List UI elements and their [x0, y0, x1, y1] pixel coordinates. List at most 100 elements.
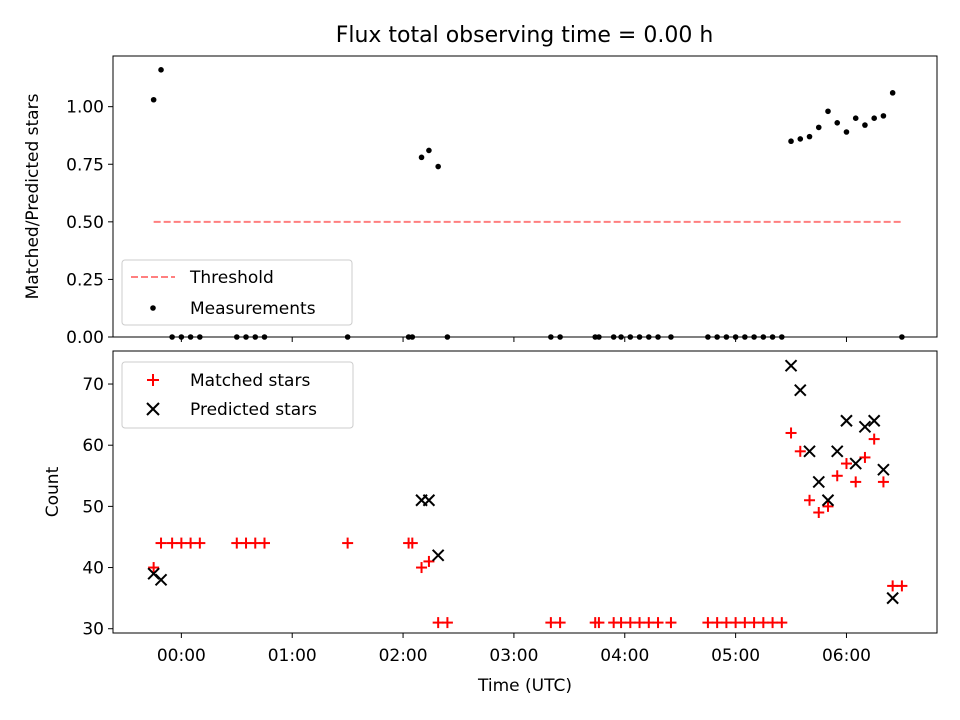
figure-title: Flux total observing time = 0.00 h	[336, 23, 714, 48]
ratio-legend-box	[121, 259, 353, 326]
matched-star-point	[831, 470, 843, 482]
predicted-star-point	[867, 414, 881, 427]
matched-star-point	[194, 537, 206, 549]
count-y-tick-label: 50	[82, 497, 104, 517]
measurement-point	[815, 124, 822, 131]
matched-star-point	[868, 433, 880, 445]
predicted-stars-legend-swatch	[146, 402, 160, 416]
measurement-point	[880, 113, 887, 119]
matched-star-point	[432, 617, 444, 629]
count-y-axis: 30 40 50 60 70	[82, 375, 113, 640]
measurement-point	[751, 334, 757, 340]
measurement-point	[705, 334, 711, 340]
ratio-legend: Threshold Measurements	[121, 259, 353, 326]
count-x-tick-label: 05:00	[711, 646, 760, 666]
measurement-point	[418, 154, 425, 161]
predicted-star-point	[858, 420, 872, 434]
predicted-stars-legend-label: Predicted stars	[190, 400, 317, 420]
matched-star-point	[702, 617, 714, 629]
matched-star-point	[896, 580, 908, 592]
matched-star-point	[730, 617, 742, 629]
predicted-star-point	[849, 457, 862, 470]
matched-stars-layer	[148, 427, 908, 629]
measurement-point	[797, 136, 804, 142]
matched-star-point	[423, 555, 435, 567]
count-y-tick-label: 70	[82, 375, 104, 395]
measurement-point	[618, 334, 624, 340]
matched-star-point	[665, 617, 677, 629]
matched-stars-legend-label: Matched stars	[190, 371, 310, 391]
matched-star-point	[711, 617, 723, 629]
measurement-point	[252, 334, 259, 340]
predicted-star-point	[840, 414, 853, 427]
predicted-star-point	[831, 445, 844, 458]
predicted-star-point	[422, 494, 436, 507]
predicted-star-point	[431, 549, 445, 562]
count-plot-frame	[112, 350, 938, 634]
predicted-star-point	[877, 463, 890, 476]
measurement-point	[645, 334, 652, 340]
measurement-point	[426, 147, 432, 154]
ratio-y-tick-label: 0.25	[66, 270, 104, 290]
measurement-point	[444, 334, 451, 340]
matched-star-point	[624, 617, 636, 629]
predicted-star-point	[794, 383, 807, 397]
measurement-point	[760, 334, 767, 340]
matched-star-point	[850, 476, 862, 488]
count-x-axis: 00:00 01:00 02:00 03:00 04:00 05:00 06:00	[157, 633, 871, 666]
count-x-axis-label: Time (UTC)	[477, 676, 572, 696]
matched-star-point	[634, 617, 646, 629]
measurement-point	[158, 67, 164, 73]
matched-star-point	[840, 458, 852, 470]
matched-star-point	[643, 617, 655, 629]
predicted-star-point	[803, 445, 816, 458]
matched-star-point	[813, 506, 825, 518]
matched-star-point	[249, 537, 261, 549]
measurement-point	[409, 334, 416, 340]
ratio-y-tick-label: 0.50	[66, 213, 104, 233]
measurement-point	[178, 334, 185, 340]
matched-star-point	[785, 427, 797, 439]
measurement-point	[169, 334, 175, 340]
measurement-point	[655, 334, 661, 340]
matched-star-point	[258, 537, 270, 549]
count-legend: Matched stars Predicted stars	[121, 361, 354, 429]
measurement-point	[668, 334, 674, 340]
matched-star-point	[185, 537, 197, 549]
ratio-y-tick-label: 0.00	[66, 328, 104, 348]
matched-star-point	[231, 537, 243, 549]
count-x-tick-label: 06:00	[822, 646, 871, 666]
measurement-point	[889, 90, 896, 96]
measurement-point	[852, 115, 859, 121]
matched-star-point	[822, 500, 834, 512]
measurements-legend-swatch	[150, 305, 156, 311]
matched-star-point	[615, 617, 627, 629]
measurement-point	[187, 334, 194, 340]
measurement-point	[825, 108, 831, 115]
matched-star-point	[406, 537, 418, 549]
matched-star-point	[155, 537, 167, 549]
measurement-point	[806, 133, 813, 140]
matched-star-point	[794, 445, 806, 457]
measurement-point	[261, 334, 268, 340]
matched-star-point	[416, 562, 428, 574]
matched-star-point	[166, 537, 178, 549]
measurement-point	[769, 334, 776, 340]
ratio-panel: 0.00 0.25 0.50 0.75 1.00 Matched/Predicted s…	[23, 55, 938, 348]
predicted-star-point	[821, 494, 835, 507]
ratio-y-tick-label: 1.00	[66, 98, 104, 118]
predicted-stars-layer	[147, 359, 899, 605]
ratio-plot-frame	[112, 55, 938, 338]
matched-star-point	[748, 617, 760, 629]
measurement-point	[610, 334, 617, 340]
measurement-point	[435, 163, 441, 170]
measurement-point	[636, 334, 643, 340]
matched-star-point	[877, 476, 889, 488]
measurement-point	[862, 122, 868, 128]
matched-star-point	[887, 580, 899, 592]
count-x-tick-label: 04:00	[600, 646, 649, 666]
matched-star-point	[593, 617, 605, 629]
measurements-layer	[150, 67, 905, 340]
measurement-point	[834, 119, 841, 126]
measurement-point	[150, 96, 157, 103]
